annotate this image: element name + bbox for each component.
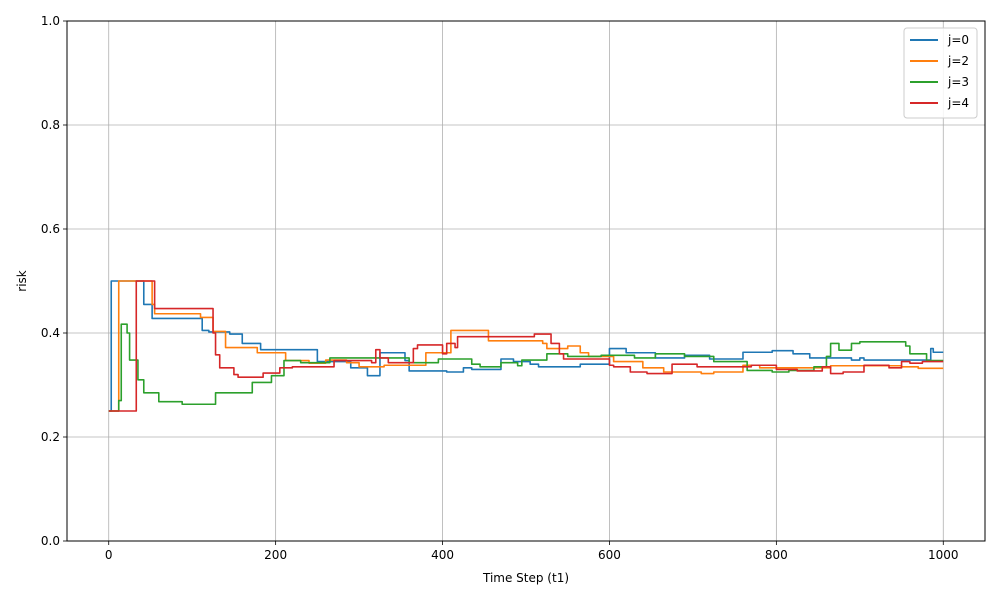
x-tick-label: 200 [264,548,287,562]
axis-ticks: 0 200 400 600 800 1000 0.0 0.2 0.4 0.6 0.8 1.0 [41,14,959,562]
x-tick-label: 800 [765,548,788,562]
y-tick-label: 0.6 [41,222,60,236]
series-line-j2 [108,280,944,412]
legend-label: j=3 [947,75,969,89]
series-lines [108,280,944,412]
legend-box [903,27,978,119]
series-line-j3 [108,323,944,412]
x-tick-label: 600 [598,548,621,562]
y-axis-label: risk [15,270,29,292]
plot-area-frame [66,20,986,542]
x-tick-label: 400 [431,548,454,562]
grid [67,20,985,542]
legend-label: j=2 [947,54,969,68]
x-axis-label: Time Step (t1) [482,571,569,585]
legend-label: j=0 [947,33,969,47]
y-tick-label: 0.4 [41,326,60,340]
y-tick-label: 0.0 [41,534,60,548]
x-tick-label: 0 [105,548,113,562]
legend: j=0 j=2 j=3 j=4 [903,27,978,119]
legend-label: j=4 [947,96,969,110]
y-tick-label: 0.2 [41,430,60,444]
series-line-j0 [108,280,944,412]
x-tick-label: 1000 [928,548,959,562]
y-tick-label: 1.0 [41,14,60,28]
series-line-j4 [108,280,944,412]
y-tick-label: 0.8 [41,118,60,132]
